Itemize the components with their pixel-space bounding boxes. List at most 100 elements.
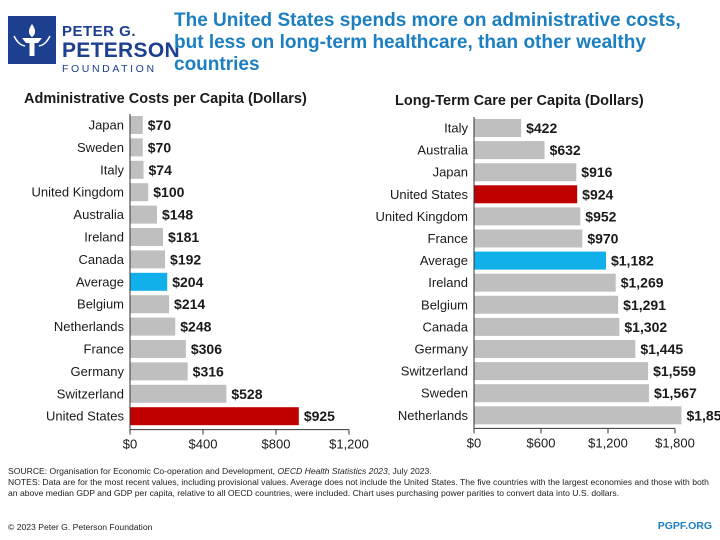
- ltc-bar-switzerland: [474, 362, 649, 381]
- admin-value-label: $214: [174, 296, 205, 312]
- logo-line-3: FOUNDATION: [62, 63, 157, 75]
- admin-bar-switzerland: [130, 384, 227, 403]
- admin-bar-united-states: [130, 407, 299, 426]
- admin-category-label: Japan: [89, 118, 124, 133]
- ltc-value-label: $422: [526, 120, 557, 136]
- admin-category-label: Average: [76, 274, 124, 289]
- admin-x-tick-label: $800: [262, 437, 291, 452]
- ltc-category-label: Netherlands: [398, 408, 469, 423]
- source-publication: OECD Health Statistics 2023: [277, 466, 388, 476]
- ltc-category-label: Canada: [422, 319, 468, 334]
- admin-category-label: United Kingdom: [32, 185, 125, 200]
- ltc-value-label: $1,269: [621, 275, 664, 291]
- admin-bar-netherlands: [130, 317, 176, 336]
- ltc-category-label: Italy: [444, 121, 468, 136]
- footer-notes: SOURCE: Organisation for Economic Co-ope…: [8, 466, 714, 499]
- admin-value-label: $70: [148, 139, 172, 155]
- admin-bar-australia: [130, 205, 158, 224]
- ltc-category-label: Germany: [415, 342, 469, 357]
- admin-x-tick-label: $1,200: [329, 437, 369, 452]
- source-suffix: , July 2023.: [387, 466, 432, 476]
- ltc-category-label: France: [428, 231, 468, 246]
- admin-category-label: Sweden: [77, 140, 124, 155]
- admin-value-label: $204: [172, 274, 203, 290]
- ltc-bar-germany: [474, 340, 636, 358]
- admin-category-label: France: [84, 342, 124, 357]
- ltc-bar-ireland: [474, 273, 616, 292]
- admin-bar-ireland: [130, 228, 164, 246]
- ltc-bar-italy: [474, 119, 522, 137]
- ltc-bar-united-states: [474, 185, 578, 204]
- ltc-value-label: $970: [587, 231, 618, 247]
- admin-bar-sweden: [130, 138, 143, 157]
- ltc-category-label: Ireland: [428, 275, 468, 290]
- ltc-category-label: Belgium: [421, 297, 468, 312]
- admin-bar-united-kingdom: [130, 183, 149, 202]
- logo-line-2: PETERSON: [62, 39, 180, 62]
- ltc-category-label: United States: [390, 187, 469, 202]
- admin-value-label: $925: [304, 408, 335, 424]
- copyright: © 2023 Peter G. Peterson Foundation: [8, 522, 153, 532]
- admin-value-label: $192: [170, 251, 201, 267]
- ltc-bar-australia: [474, 141, 545, 160]
- ltc-bar-average: [474, 251, 606, 270]
- ltc-value-label: $924: [582, 186, 613, 202]
- ltc-bar-sweden: [474, 384, 649, 403]
- logo-line-1: PETER G.: [62, 23, 137, 40]
- admin-value-label: $306: [191, 341, 222, 357]
- admin-category-label: Ireland: [84, 230, 124, 245]
- site-link[interactable]: PGPF.ORG: [657, 520, 712, 532]
- admin-bar-france: [130, 340, 186, 358]
- ltc-x-tick-label: $600: [527, 435, 556, 450]
- admin-bar-japan: [130, 116, 143, 134]
- admin-category-label: Canada: [78, 252, 124, 267]
- ltc-bar-netherlands: [474, 406, 682, 425]
- source-line: SOURCE: Organisation for Economic Co-ope…: [8, 466, 714, 477]
- ltc-value-label: $1,291: [623, 297, 666, 313]
- admin-value-label: $181: [168, 229, 199, 245]
- admin-bar-germany: [130, 362, 188, 381]
- admin-value-label: $70: [148, 117, 172, 133]
- admin-bar-belgium: [130, 295, 170, 314]
- logo-text: PETER G. PETERSON FOUNDATION: [62, 24, 180, 75]
- ltc-bar-france: [474, 229, 583, 248]
- admin-bar-canada: [130, 250, 166, 269]
- ltc-value-label: $952: [585, 208, 616, 224]
- admin-bar-average: [130, 272, 168, 291]
- logo: PETER G. PETERSON FOUNDATION: [8, 10, 180, 74]
- ltc-x-tick-label: $0: [467, 435, 481, 450]
- admin-value-label: $528: [231, 386, 262, 402]
- admin-value-label: $100: [153, 184, 184, 200]
- ltc-category-label: Australia: [417, 143, 468, 158]
- admin-category-label: Italy: [100, 162, 124, 177]
- ltc-value-label: $1,182: [611, 253, 654, 269]
- admin-category-label: Netherlands: [54, 319, 125, 334]
- ltc-category-label: Sweden: [421, 386, 468, 401]
- source-prefix: SOURCE: Organisation for Economic Co-ope…: [8, 466, 278, 476]
- ltc-x-tick-label: $1,200: [588, 435, 628, 450]
- ltc-value-label: $1,567: [654, 385, 697, 401]
- ltc-value-label: $1,445: [640, 341, 683, 357]
- admin-category-label: Switzerland: [57, 386, 124, 401]
- admin-category-label: United States: [46, 409, 125, 424]
- ltc-value-label: $916: [581, 164, 612, 180]
- admin-value-label: $74: [149, 162, 173, 178]
- admin-x-tick-label: $400: [189, 437, 218, 452]
- ltc-value-label: $1,858: [686, 407, 720, 423]
- ltc-bar-united-kingdom: [474, 207, 581, 226]
- admin-value-label: $316: [193, 363, 224, 379]
- admin-bar-italy: [130, 160, 144, 179]
- ltc-bar-canada: [474, 317, 620, 336]
- admin-category-label: Belgium: [77, 297, 124, 312]
- ltc-bar-japan: [474, 163, 577, 182]
- admin-category-label: Australia: [73, 207, 124, 222]
- headline: The United States spends more on adminis…: [174, 10, 681, 75]
- ltc-value-label: $1,302: [624, 319, 667, 335]
- torch-icon: [8, 16, 56, 64]
- ltc-value-label: $1,559: [653, 363, 696, 379]
- ltc-chart-title: Long-Term Care per Capita (Dollars): [395, 93, 644, 109]
- ltc-x-tick-label: $1,800: [655, 435, 695, 450]
- admin-x-tick-label: $0: [123, 437, 137, 452]
- admin-category-label: Germany: [71, 364, 125, 379]
